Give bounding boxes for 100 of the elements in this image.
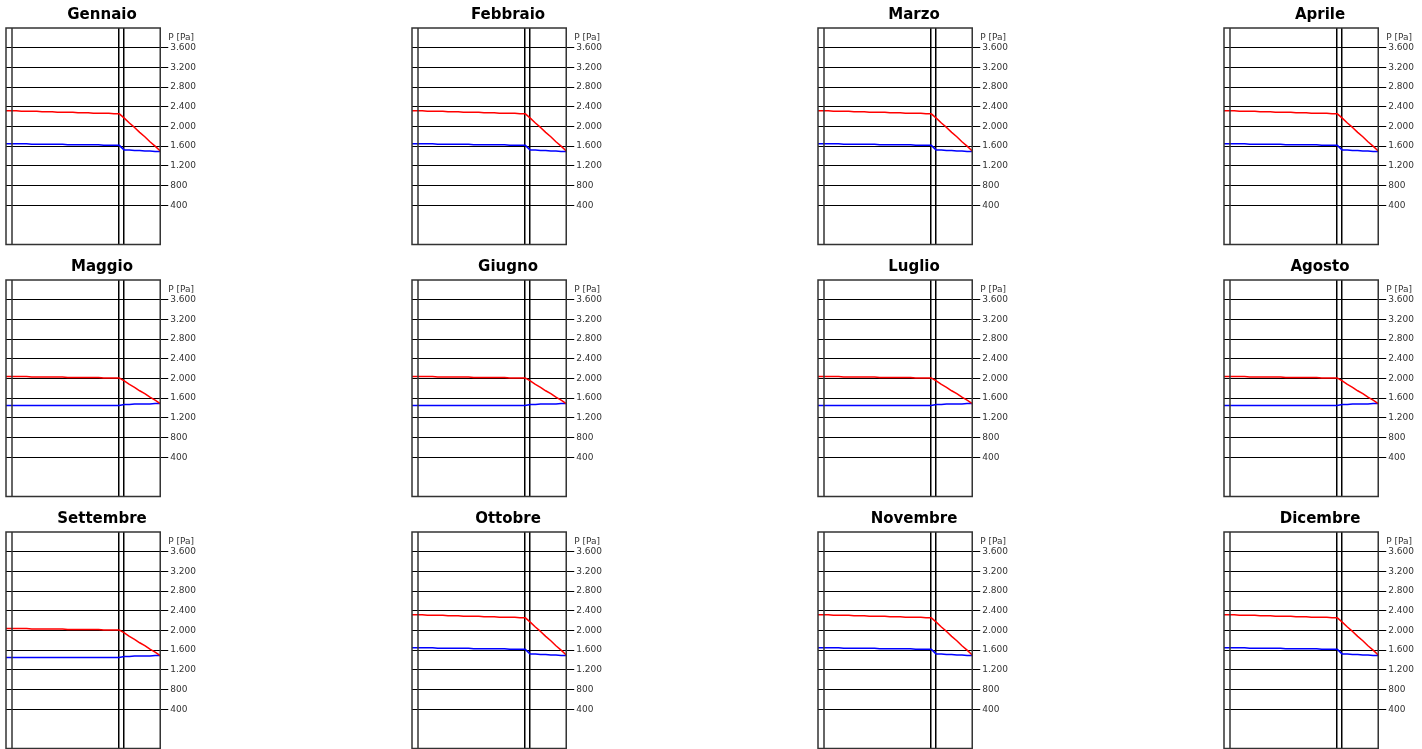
y-tick-label: 800 xyxy=(576,179,594,190)
y-axis-title: P [Pa] xyxy=(574,536,601,547)
y-tick-label: 2.000 xyxy=(982,624,1009,635)
y-tick-label: 1.600 xyxy=(1388,644,1415,655)
y-tick-label: 2.400 xyxy=(982,101,1009,112)
y-tick-label: 2.000 xyxy=(576,372,603,383)
y-tick-label: 3.600 xyxy=(576,42,603,53)
y-tick-label: 2.400 xyxy=(982,605,1009,616)
y-tick-label: 3.600 xyxy=(1388,546,1415,557)
y-tick-label: 2.800 xyxy=(1388,81,1415,92)
chart-title: Febbraio xyxy=(470,4,546,23)
y-tick-label: 2.800 xyxy=(1388,333,1415,344)
y-tick-label: 2.800 xyxy=(576,333,603,344)
y-tick-label: 3.200 xyxy=(170,565,197,576)
y-tick-label: 2.000 xyxy=(576,120,603,131)
y-tick-label: 1.600 xyxy=(170,644,197,655)
y-tick-label: 2.800 xyxy=(576,81,603,92)
y-tick-label: 3.600 xyxy=(170,42,197,53)
chart-title: Settembre xyxy=(57,508,147,527)
y-tick-label: 1.600 xyxy=(982,140,1009,151)
y-tick-label: 3.600 xyxy=(982,294,1009,305)
y-tick-label: 800 xyxy=(982,179,1000,190)
y-axis-title: P [Pa] xyxy=(168,536,195,547)
y-tick-label: 2.400 xyxy=(576,101,603,112)
y-tick-label: 1.600 xyxy=(576,644,603,655)
y-tick-label: 1.200 xyxy=(982,412,1009,423)
y-tick-label: 3.200 xyxy=(576,565,603,576)
chart-title: Dicembre xyxy=(1279,508,1361,527)
y-tick-label: 2.000 xyxy=(1388,120,1415,131)
y-tick-label: 1.600 xyxy=(170,392,197,403)
y-axis-title: P [Pa] xyxy=(980,284,1007,295)
y-tick-label: 1.200 xyxy=(982,664,1009,675)
y-axis-title: P [Pa] xyxy=(168,32,195,43)
y-tick-label: 1.200 xyxy=(576,664,603,675)
y-axis-title: P [Pa] xyxy=(1386,536,1413,547)
y-tick-label: 3.200 xyxy=(982,565,1009,576)
y-tick-label: 400 xyxy=(982,199,1000,210)
y-tick-label: 1.200 xyxy=(982,160,1009,171)
y-tick-label: 3.600 xyxy=(982,42,1009,53)
y-tick-label: 3.200 xyxy=(1388,61,1415,72)
y-tick-label: 2.000 xyxy=(170,120,197,131)
y-tick-label: 2.800 xyxy=(982,585,1009,596)
chart-title: Giugno xyxy=(478,256,538,275)
y-tick-label: 400 xyxy=(982,451,1000,462)
y-axis-title: P [Pa] xyxy=(574,284,601,295)
y-tick-label: 400 xyxy=(170,703,188,714)
chart-title: Luglio xyxy=(888,256,940,275)
y-tick-label: 2.800 xyxy=(576,585,603,596)
chart-title: Ottobre xyxy=(475,508,541,527)
y-tick-label: 800 xyxy=(576,431,594,442)
y-tick-label: 2.000 xyxy=(982,120,1009,131)
y-tick-label: 1.600 xyxy=(576,140,603,151)
y-tick-label: 400 xyxy=(170,199,188,210)
y-axis-title: P [Pa] xyxy=(168,284,195,295)
y-tick-label: 1.200 xyxy=(576,412,603,423)
y-tick-label: 3.200 xyxy=(982,61,1009,72)
y-tick-label: 1.200 xyxy=(1388,412,1415,423)
y-tick-label: 1.600 xyxy=(982,392,1009,403)
y-tick-label: 3.600 xyxy=(982,546,1009,557)
y-tick-label: 1.600 xyxy=(982,644,1009,655)
y-tick-label: 3.600 xyxy=(1388,294,1415,305)
y-tick-label: 3.200 xyxy=(170,61,197,72)
y-tick-label: 800 xyxy=(982,431,1000,442)
y-tick-label: 800 xyxy=(1388,431,1406,442)
y-tick-label: 1.200 xyxy=(1388,664,1415,675)
y-tick-label: 800 xyxy=(576,683,594,694)
y-tick-label: 2.000 xyxy=(1388,624,1415,635)
y-tick-label: 2.400 xyxy=(170,101,197,112)
y-axis-title: P [Pa] xyxy=(1386,32,1413,43)
y-tick-label: 2.000 xyxy=(1388,372,1415,383)
y-axis-title: P [Pa] xyxy=(574,32,601,43)
y-tick-label: 1.600 xyxy=(170,140,197,151)
y-tick-label: 400 xyxy=(576,451,594,462)
y-tick-label: 2.800 xyxy=(170,333,197,344)
y-axis-title: P [Pa] xyxy=(980,536,1007,547)
chart-title: Maggio xyxy=(71,256,133,275)
y-tick-label: 800 xyxy=(1388,683,1406,694)
chart-title: Agosto xyxy=(1290,256,1350,275)
y-tick-label: 1.600 xyxy=(1388,140,1415,151)
y-tick-label: 1.200 xyxy=(576,160,603,171)
y-tick-label: 400 xyxy=(1388,199,1406,210)
y-tick-label: 800 xyxy=(170,431,188,442)
y-tick-label: 2.800 xyxy=(982,81,1009,92)
y-tick-label: 2.800 xyxy=(1388,585,1415,596)
y-tick-label: 400 xyxy=(1388,451,1406,462)
y-tick-label: 3.600 xyxy=(1388,42,1415,53)
chart-title: Novembre xyxy=(870,508,958,527)
y-tick-label: 3.600 xyxy=(170,546,197,557)
y-tick-label: 1.200 xyxy=(170,160,197,171)
y-tick-label: 3.200 xyxy=(576,313,603,324)
y-tick-label: 2.000 xyxy=(170,624,197,635)
y-tick-label: 3.600 xyxy=(170,294,197,305)
y-tick-label: 3.600 xyxy=(576,546,603,557)
y-tick-label: 400 xyxy=(1388,703,1406,714)
y-tick-label: 2.400 xyxy=(1388,101,1415,112)
y-tick-label: 2.000 xyxy=(170,372,197,383)
y-tick-label: 3.200 xyxy=(170,313,197,324)
y-tick-label: 400 xyxy=(982,703,1000,714)
y-tick-label: 1.600 xyxy=(576,392,603,403)
y-tick-label: 3.200 xyxy=(1388,565,1415,576)
